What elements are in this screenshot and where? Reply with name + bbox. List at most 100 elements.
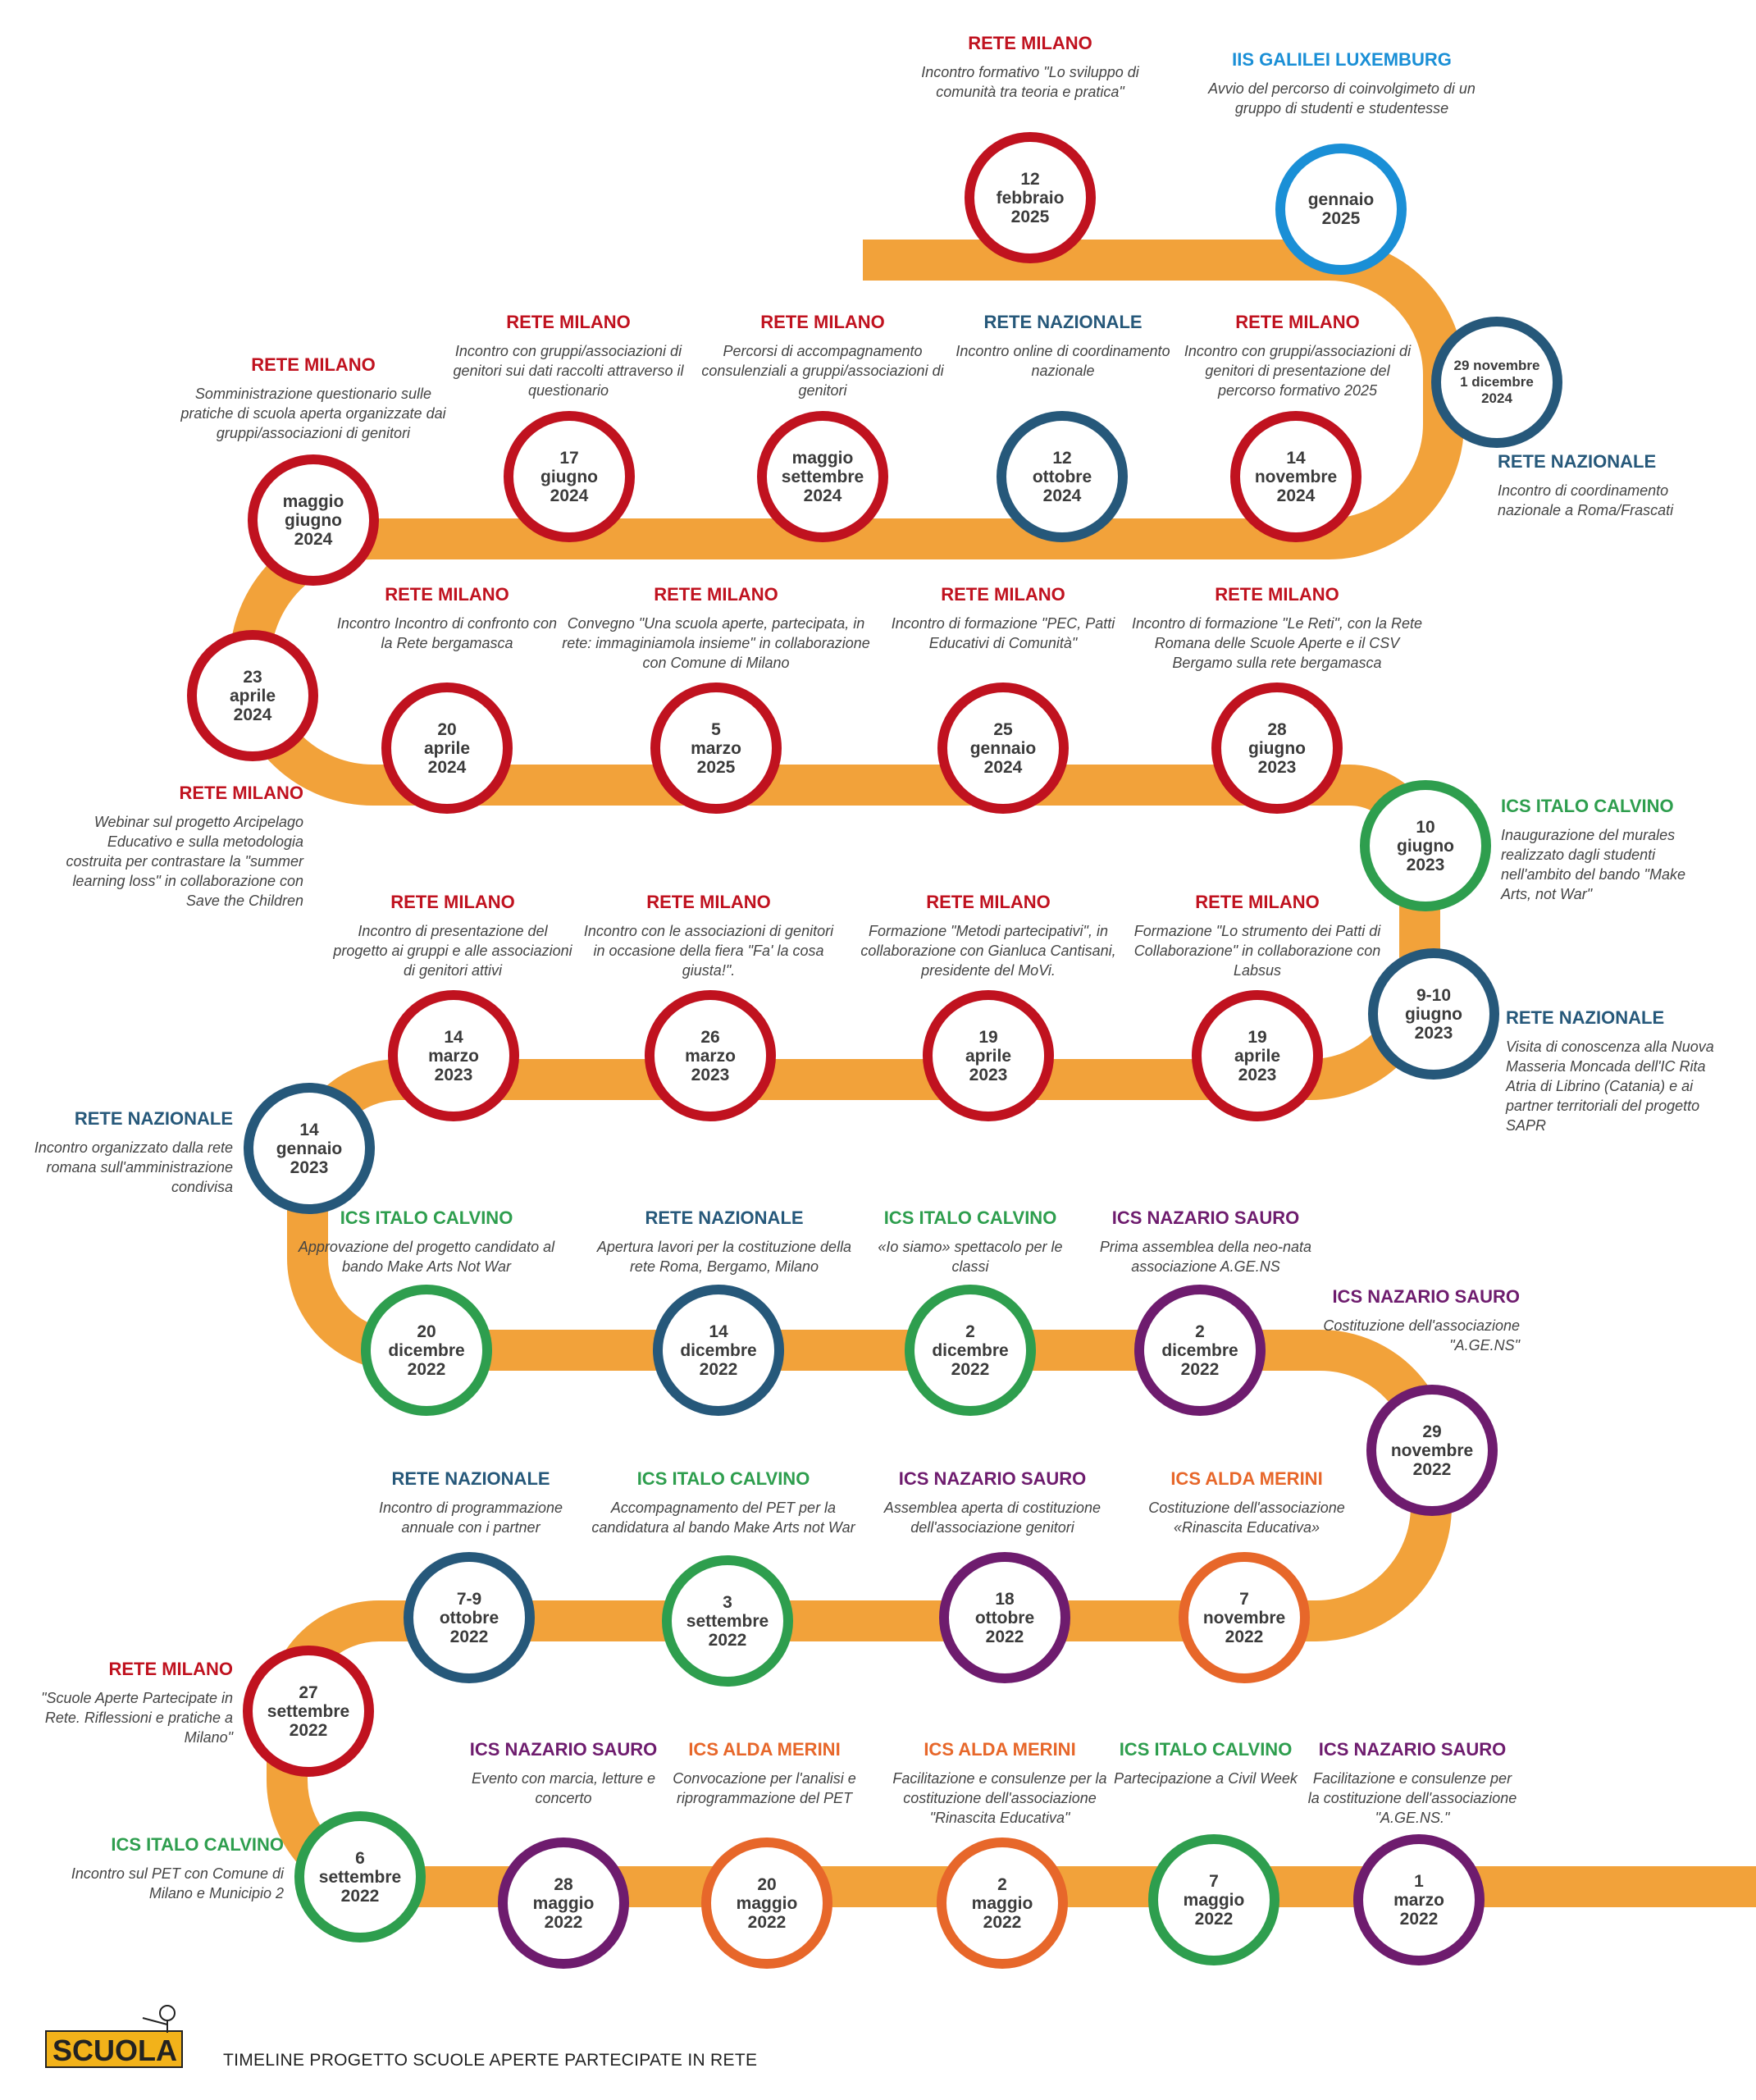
- event-date-line: 2023: [1406, 855, 1445, 874]
- organization-name: RETE MILANO: [646, 892, 771, 912]
- event-date-line: febbraio: [996, 188, 1065, 208]
- event-date-line: novembre: [1254, 467, 1338, 486]
- event-circle: 5 marzo 2025: [650, 682, 782, 814]
- organization-name: RETE MILANO: [1195, 892, 1320, 912]
- event-label: RETE NAZIONALE Incontro organizzato dalla…: [11, 1108, 233, 1197]
- event-description: Incontro con gruppi/associazioni di geni…: [1184, 343, 1412, 399]
- event-date-line: gennaio: [276, 1139, 343, 1158]
- event-date-line: 26: [700, 1027, 720, 1047]
- event-description: Somministrazione questionario sulle prat…: [180, 386, 446, 441]
- event-circle: gennaio 2025: [1275, 144, 1407, 275]
- event-date-line: maggio: [282, 491, 344, 511]
- event-description: Prima assemblea della neo-nata associazi…: [1099, 1239, 1312, 1275]
- event-date-line: 5: [711, 719, 721, 739]
- event-date-line: 2023: [290, 1157, 329, 1177]
- event-label: RETE NAZIONALE Visita di conoscenza alla …: [1506, 1007, 1719, 1135]
- event-date-line: aprile: [423, 738, 471, 758]
- event-label: RETE MILANO Incontro formativo "Lo svilup…: [895, 33, 1165, 102]
- event-circle: 7 novembre 2022: [1179, 1552, 1310, 1683]
- event-label: RETE NAZIONALE Incontro di coordinamento …: [1498, 451, 1703, 520]
- event-description: Visita di conoscenza alla Nuova Masseria…: [1506, 1039, 1714, 1134]
- organization-name: ICS ALDA MERINI: [688, 1739, 841, 1760]
- event-circle: 12 febbraio 2025: [965, 132, 1096, 263]
- event-circle: 29 novembre 1 dicembre 2024: [1431, 317, 1562, 448]
- event-circle: 3 settembre 2022: [662, 1555, 793, 1687]
- event-date-line: 12: [1052, 448, 1072, 468]
- event-date-line: marzo: [691, 738, 741, 758]
- organization-name: ICS ITALO CALVINO: [1119, 1739, 1293, 1760]
- event-circle: 14 marzo 2023: [388, 990, 519, 1121]
- organization-name: RETE MILANO: [926, 892, 1051, 912]
- event-description: Facilitazione e consulenze per la costit…: [892, 1770, 1107, 1826]
- organization-name: RETE MILANO: [941, 584, 1065, 605]
- event-date-line: novembre: [1390, 1440, 1474, 1460]
- event-date-line: marzo: [1393, 1890, 1444, 1910]
- event-date-line: 2024: [1481, 390, 1512, 406]
- event-circle: 1 marzo 2022: [1353, 1834, 1485, 1965]
- event-date-line: giugno: [1248, 738, 1306, 758]
- organization-name: IIS GALILEI LUXEMBURG: [1232, 49, 1452, 70]
- event-date-line: 28: [554, 1874, 573, 1894]
- event-description: Facilitazione e consulenze per la costit…: [1307, 1770, 1517, 1826]
- event-circle: 18 ottobre 2022: [939, 1552, 1070, 1683]
- event-date-line: 25: [993, 719, 1013, 739]
- event-date-line: settembre: [318, 1867, 402, 1887]
- event-date-line: 2024: [550, 486, 589, 505]
- event-circle: 17 giugno 2024: [504, 411, 635, 542]
- event-date-line: 19: [1247, 1027, 1267, 1047]
- event-date-line: 2023: [434, 1065, 473, 1084]
- event-circle: 19 aprile 2023: [1192, 990, 1323, 1121]
- event-date-line: giugno: [540, 467, 598, 486]
- event-circle: 26 marzo 2023: [645, 990, 776, 1121]
- event-date-line: 20: [417, 1322, 436, 1341]
- event-label: RETE MILANO Convegno "Una scuola aperte, …: [552, 584, 880, 673]
- event-label: RETE NAZIONALE Incontro di programmazione…: [356, 1468, 586, 1537]
- event-date-line: 2023: [691, 1065, 730, 1084]
- event-circle: 14 novembre 2024: [1230, 411, 1361, 542]
- organization-name: ICS NAZARIO SAURO: [1111, 1208, 1300, 1228]
- event-date-line: 14: [299, 1120, 319, 1139]
- event-description: Incontro di formazione "PEC, Patti Educa…: [891, 615, 1115, 651]
- event-date-line: gennaio: [969, 738, 1037, 758]
- organization-name: RETE NAZIONALE: [74, 1108, 233, 1129]
- organization-name: RETE NAZIONALE: [645, 1208, 804, 1228]
- event-description: Partecipazione a Civil Week: [1114, 1770, 1298, 1787]
- event-date-line: settembre: [267, 1701, 350, 1721]
- event-circle: 6 settembre 2022: [294, 1811, 426, 1942]
- event-description: Incontro online di coordinamento naziona…: [956, 343, 1170, 379]
- event-label: RETE MILANO Incontro con gruppi/associazi…: [445, 312, 691, 400]
- event-description: Incontro di formazione "Le Reti", con la…: [1132, 615, 1422, 671]
- event-date-line: ottobre: [1032, 467, 1092, 486]
- event-date-line: 12: [1020, 169, 1040, 189]
- event-date-line: 6: [355, 1848, 365, 1868]
- event-label: IIS GALILEI LUXEMBURG Avvio del percorso …: [1206, 49, 1477, 118]
- event-description: Approvazione del progetto candidato al b…: [298, 1239, 555, 1275]
- event-circle: 7 maggio 2022: [1148, 1834, 1279, 1965]
- event-circle: 25 gennaio 2024: [937, 682, 1069, 814]
- event-circle: 20 maggio 2022: [701, 1838, 832, 1969]
- event-circle: 23 aprile 2024: [187, 630, 318, 761]
- event-date-line: 20: [437, 719, 457, 739]
- event-label: ICS NAZARIO SAURO Evento con marcia, lett…: [461, 1739, 666, 1808]
- event-label: RETE MILANO Somministrazione questionario…: [178, 354, 449, 443]
- event-date-line: maggio: [736, 1893, 798, 1913]
- event-date-line: 2024: [803, 486, 842, 505]
- event-date-line: 2022: [699, 1359, 738, 1379]
- event-date-line: 2022: [1194, 1909, 1234, 1929]
- event-circle: 20 dicembre 2022: [361, 1285, 492, 1416]
- organization-name: RETE MILANO: [1215, 584, 1339, 605]
- event-description: Evento con marcia, letture e concerto: [471, 1770, 656, 1806]
- event-description: Convocazione per l'analisi e riprogramma…: [673, 1770, 856, 1806]
- event-date-line: 2022: [1412, 1459, 1452, 1479]
- event-date-line: 27: [299, 1682, 318, 1702]
- event-circle: maggio giugno 2024: [248, 454, 379, 586]
- event-date-line: dicembre: [388, 1340, 465, 1360]
- organization-name: ICS ALDA MERINI: [1170, 1468, 1323, 1489]
- event-date-line: 2022: [951, 1359, 990, 1379]
- organization-name: RETE MILANO: [968, 33, 1092, 53]
- event-label: ICS ITALO CALVINO «Io siamo» spettacolo p…: [864, 1208, 1077, 1276]
- event-date-line: 2023: [969, 1065, 1008, 1084]
- event-circle: 29 novembre 2022: [1366, 1385, 1498, 1516]
- event-date-line: giugno: [1405, 1004, 1462, 1024]
- event-date-line: 2022: [289, 1720, 328, 1740]
